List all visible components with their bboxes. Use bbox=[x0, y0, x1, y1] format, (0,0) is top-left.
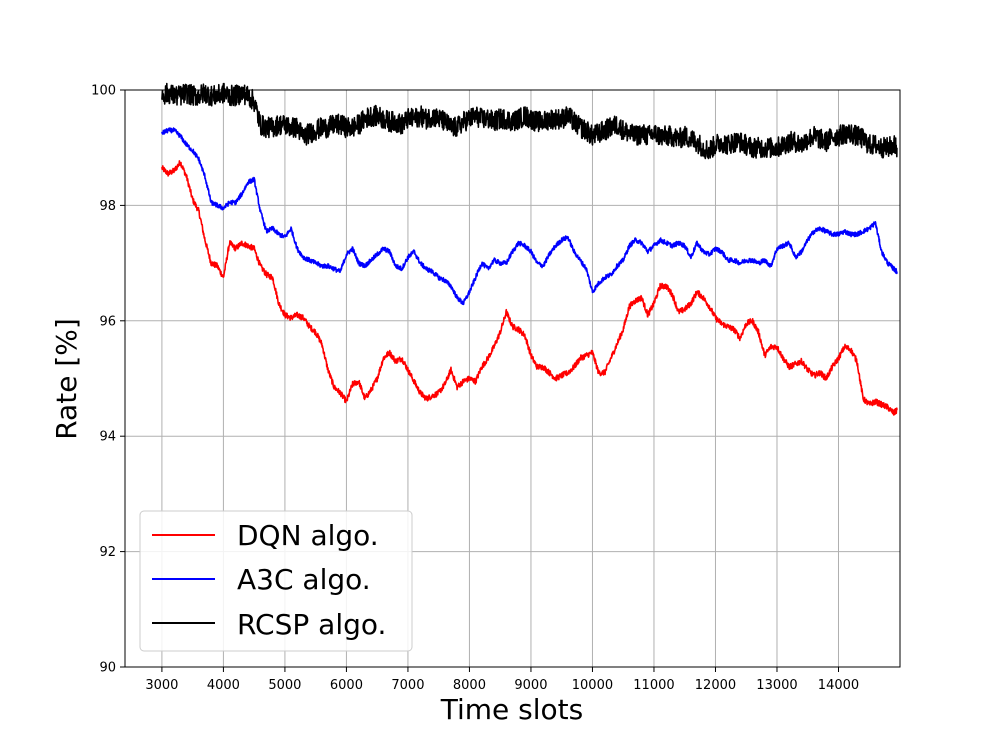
x-tick-label: 8000 bbox=[453, 678, 486, 693]
a3c-line bbox=[161, 127, 898, 306]
x-tick-label: 10000 bbox=[572, 678, 613, 693]
y-tick-label: 94 bbox=[99, 430, 116, 445]
rcsp-line bbox=[161, 82, 898, 160]
legend-label-a3c: A3C algo. bbox=[237, 563, 371, 596]
y-tick-label: 100 bbox=[91, 84, 116, 99]
dqn-line bbox=[161, 160, 898, 416]
x-tick-label: 13000 bbox=[756, 678, 797, 693]
y-tick-label: 98 bbox=[99, 199, 116, 214]
y-axis-title: Rate [%] bbox=[50, 318, 83, 440]
x-tick-label: 11000 bbox=[633, 678, 674, 693]
x-tick-label: 4000 bbox=[207, 678, 240, 693]
series-layer bbox=[161, 82, 898, 416]
legend-label-rcsp: RCSP algo. bbox=[237, 608, 386, 641]
y-tick-label: 96 bbox=[99, 314, 116, 329]
legend-label-dqn: DQN algo. bbox=[237, 519, 379, 552]
legend: DQN algo. A3C algo. RCSP algo. bbox=[139, 510, 413, 652]
x-tick-label: 12000 bbox=[695, 678, 736, 693]
x-tick-label: 7000 bbox=[391, 678, 424, 693]
x-axis-title: Time slots bbox=[440, 693, 584, 726]
y-tick-label: 92 bbox=[99, 545, 116, 560]
x-tick-label: 9000 bbox=[514, 678, 547, 693]
plot-frame bbox=[124, 89, 901, 668]
x-tick-label: 5000 bbox=[268, 678, 301, 693]
x-tick-label: 14000 bbox=[818, 678, 859, 693]
legend-box bbox=[139, 510, 413, 652]
y-tick-label: 90 bbox=[99, 661, 116, 676]
x-tick-label: 3000 bbox=[145, 678, 178, 693]
ticks: 3000 4000 5000 6000 7000 8000 9000 10000 11000 12… bbox=[91, 84, 859, 694]
x-tick-label: 6000 bbox=[330, 678, 363, 693]
